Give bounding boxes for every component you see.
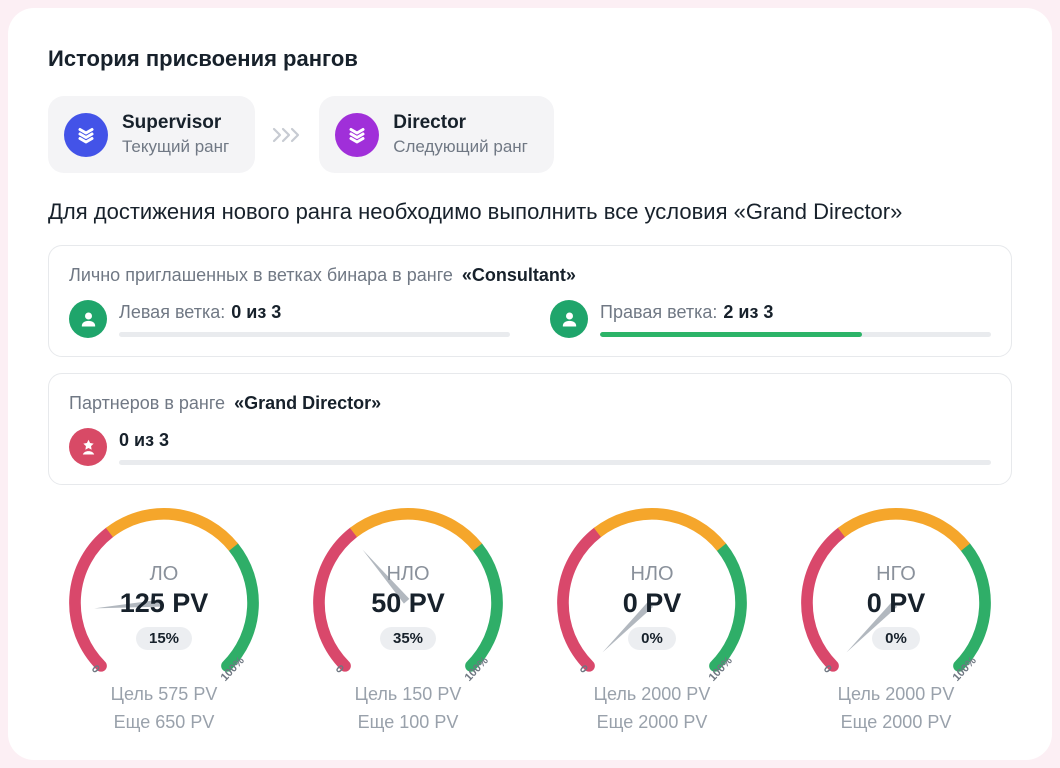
gauge-goals: Цель 575 PV Еще 650 PV xyxy=(48,680,280,736)
gauge-goal: Цель 2000 PV xyxy=(837,684,955,704)
gauges-row: 0 100% ЛО 125 PV 15% Цель 575 PV Еще 650 … xyxy=(48,501,1012,736)
next-rank-badge: Director Следующий ранг xyxy=(319,96,554,173)
right-branch-text: Правая ветка: 2 из 3 xyxy=(600,302,991,323)
right-branch-value: 2 из 3 xyxy=(723,301,774,322)
gauge-arc: 0 100% xyxy=(557,508,747,684)
gauge-goals: Цель 2000 PV Еще 2000 PV xyxy=(780,680,1012,736)
condition-title-text: Партнеров в ранге xyxy=(69,393,226,413)
gauge-remaining: Еще 2000 PV xyxy=(840,712,952,732)
partners-text: 0 из 3 xyxy=(119,430,991,451)
gauge-arc: 0 100% xyxy=(313,508,503,684)
next-rank-name: Director xyxy=(393,112,467,133)
rank-progression: Supervisor Текущий ранг Director С xyxy=(48,96,1012,173)
condition-card-partners-rank: Партнеров в ранге «Grand Director» 0 из … xyxy=(48,373,1012,485)
partners-value: 0 из 3 xyxy=(119,429,170,450)
requirement-text: Для достижения нового ранга необходимо в… xyxy=(48,199,903,224)
gauge-arc: 0 100% xyxy=(801,508,991,684)
left-branch-item: Левая ветка: 0 из 3 xyxy=(69,300,510,338)
next-rank-label: Следующий ранг xyxy=(393,137,528,156)
current-rank-name: Supervisor xyxy=(122,112,222,133)
gauge-goals: Цель 2000 PV Еще 2000 PV xyxy=(536,680,768,736)
svg-text:0: 0 xyxy=(821,663,834,676)
condition-title: Партнеров в ранге «Grand Director» xyxy=(69,392,991,414)
svg-text:0: 0 xyxy=(577,663,590,676)
rank-history-card: История присвоения рангов Supervisor Тек… xyxy=(8,8,1052,760)
right-branch-item: Правая ветка: 2 из 3 xyxy=(550,300,991,338)
gauge-remaining: Еще 650 PV xyxy=(113,712,215,732)
left-branch-label: Левая ветка: xyxy=(119,301,226,322)
right-branch-progress-bar xyxy=(600,331,991,337)
right-branch-label: Правая ветка: xyxy=(600,301,718,322)
rank-arrow-icon xyxy=(271,125,303,145)
gauge-remaining: Еще 2000 PV xyxy=(596,712,708,732)
right-branch-body: Правая ветка: 2 из 3 xyxy=(600,302,991,337)
person-icon xyxy=(550,300,588,338)
condition-title: Лично приглашенных в ветках бинара в ран… xyxy=(69,264,991,286)
current-rank-label: Текущий ранг xyxy=(122,137,230,156)
page-title: История присвоения рангов xyxy=(48,46,358,71)
gauge-lo: 0 100% ЛО 125 PV 15% Цель 575 PV Еще 650 … xyxy=(48,501,280,736)
gauge-remaining: Еще 100 PV xyxy=(357,712,459,732)
gauge-goal: Цель 150 PV xyxy=(354,684,462,704)
left-branch-value: 0 из 3 xyxy=(231,301,282,322)
person-icon xyxy=(69,300,107,338)
partners-progress-bar xyxy=(119,459,991,465)
partners-body: 0 из 3 xyxy=(119,430,991,465)
gauge-ngo: 0 100% НГО 0 PV 0% Цель 2000 PV Еще 2000 … xyxy=(780,501,1012,736)
svg-text:0: 0 xyxy=(89,663,102,676)
supervisor-rank-icon xyxy=(64,112,108,157)
right-branch-progress-fill xyxy=(600,331,862,337)
left-branch-body: Левая ветка: 0 из 3 xyxy=(119,302,510,337)
condition-card-binary-branches: Лично приглашенных в ветках бинара в ран… xyxy=(48,245,1012,357)
gauge-goal: Цель 575 PV xyxy=(110,684,218,704)
gauge-nlo-1: 0 100% НЛО 50 PV 35% Цель 150 PV Еще 100 … xyxy=(292,501,524,736)
gauge-arc: 0 100% xyxy=(69,508,259,684)
partners-row: 0 из 3 xyxy=(69,428,991,466)
partners-item: 0 из 3 xyxy=(69,428,991,466)
gauge-goal: Цель 2000 PV xyxy=(593,684,711,704)
condition-title-highlight: «Consultant» xyxy=(461,265,576,285)
current-rank-badge: Supervisor Текущий ранг xyxy=(48,96,256,173)
left-branch-progress-bar xyxy=(119,331,510,337)
star-person-icon xyxy=(69,428,107,466)
condition-title-text: Лично приглашенных в ветках бинара в ран… xyxy=(69,265,453,285)
left-branch-text: Левая ветка: 0 из 3 xyxy=(119,302,510,323)
branches-row: Левая ветка: 0 из 3 Правая ветка: 2 xyxy=(69,300,991,338)
director-rank-icon xyxy=(335,112,380,157)
gauge-goals: Цель 150 PV Еще 100 PV xyxy=(292,680,524,736)
condition-title-highlight: «Grand Director» xyxy=(234,393,382,413)
gauge-nlo-2: 0 100% НЛО 0 PV 0% Цель 2000 PV Еще 2000 … xyxy=(536,501,768,736)
svg-text:0: 0 xyxy=(333,663,346,676)
